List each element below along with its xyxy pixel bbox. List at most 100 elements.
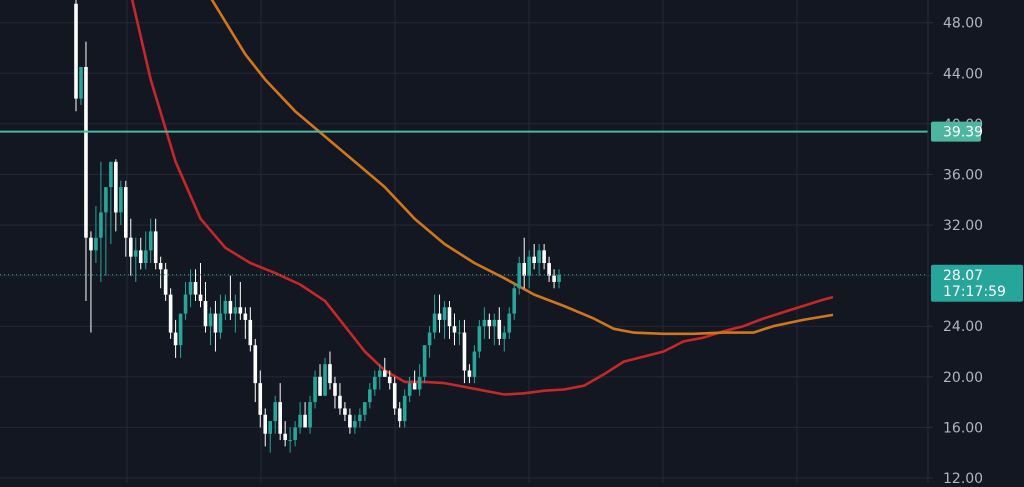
candle[interactable] (477, 319, 482, 358)
price-axis[interactable]: 48.0044.0040.0036.0032.0028.0024.0020.00… (927, 0, 1023, 487)
candle[interactable] (457, 319, 462, 346)
candle[interactable] (382, 357, 387, 377)
candle[interactable] (442, 300, 447, 339)
candle[interactable] (368, 383, 372, 409)
candle[interactable] (278, 383, 282, 441)
candle[interactable] (487, 313, 492, 339)
candle[interactable] (343, 402, 347, 422)
candle[interactable] (402, 389, 407, 428)
candle[interactable] (248, 307, 253, 352)
candle[interactable] (392, 376, 397, 415)
candle[interactable] (84, 41, 88, 301)
candle[interactable] (363, 402, 367, 422)
candle[interactable] (114, 159, 118, 232)
candle[interactable] (109, 161, 113, 245)
candle[interactable] (303, 402, 307, 428)
candle[interactable] (377, 364, 382, 390)
candle[interactable] (178, 313, 183, 358)
candle[interactable] (407, 376, 412, 403)
candle[interactable] (427, 326, 432, 358)
candle[interactable] (353, 414, 357, 434)
candle[interactable] (308, 395, 312, 434)
candle[interactable] (99, 161, 103, 282)
candle[interactable] (512, 281, 517, 320)
candle[interactable] (348, 408, 352, 434)
candle[interactable] (128, 218, 133, 276)
candle[interactable] (183, 281, 188, 320)
candle[interactable] (537, 244, 541, 276)
candle[interactable] (417, 364, 422, 396)
candle[interactable] (188, 269, 193, 308)
candle[interactable] (143, 231, 148, 270)
candle[interactable] (193, 269, 198, 301)
candles[interactable] (74, 0, 561, 453)
candle[interactable] (89, 231, 93, 333)
candle[interactable] (338, 383, 342, 415)
candle[interactable] (323, 357, 327, 396)
candle[interactable] (547, 256, 551, 282)
candle[interactable] (148, 218, 153, 263)
candle[interactable] (133, 237, 138, 282)
candle[interactable] (298, 402, 302, 434)
candle[interactable] (318, 364, 322, 396)
candle[interactable] (213, 300, 218, 352)
candle[interactable] (492, 313, 497, 346)
candle[interactable] (422, 345, 427, 384)
candle[interactable] (223, 294, 228, 320)
candle[interactable] (124, 180, 128, 257)
candle[interactable] (502, 326, 507, 352)
candle[interactable] (163, 263, 168, 301)
candle[interactable] (527, 250, 531, 289)
candle[interactable] (288, 427, 292, 453)
candle[interactable] (358, 408, 362, 428)
candle[interactable] (373, 370, 377, 396)
candle[interactable] (412, 370, 417, 390)
candle[interactable] (253, 338, 258, 403)
candle[interactable] (542, 244, 546, 270)
candle[interactable] (119, 180, 123, 226)
candle[interactable] (328, 351, 332, 390)
candle[interactable] (333, 376, 337, 409)
candle[interactable] (472, 345, 477, 384)
candle[interactable] (313, 370, 317, 409)
candle[interactable] (268, 421, 273, 453)
candle[interactable] (552, 269, 556, 289)
candle[interactable] (233, 294, 238, 333)
candle[interactable] (507, 307, 512, 339)
candle[interactable] (153, 218, 158, 270)
candle[interactable] (203, 281, 208, 333)
candle[interactable] (293, 421, 297, 447)
candle[interactable] (397, 402, 402, 428)
candle[interactable] (432, 294, 437, 339)
candle[interactable] (208, 307, 213, 346)
candle[interactable] (517, 256, 522, 295)
candle[interactable] (532, 244, 536, 270)
candle[interactable] (168, 288, 173, 339)
candle[interactable] (173, 319, 178, 358)
candle[interactable] (79, 66, 83, 105)
price-level-tag[interactable] (931, 121, 981, 142)
candle[interactable] (557, 269, 561, 289)
candle[interactable] (74, 0, 78, 112)
candle[interactable] (467, 364, 472, 384)
candle[interactable] (437, 294, 442, 333)
candle[interactable] (238, 281, 243, 320)
candle[interactable] (198, 263, 203, 308)
candle[interactable] (158, 256, 163, 289)
candle[interactable] (283, 421, 287, 447)
candle[interactable] (273, 395, 277, 434)
candle[interactable] (243, 307, 248, 339)
candle[interactable] (497, 307, 502, 346)
candle[interactable] (387, 370, 392, 390)
candle[interactable] (228, 275, 233, 320)
candle[interactable] (218, 294, 223, 339)
candle[interactable] (482, 307, 487, 339)
candle[interactable] (138, 237, 143, 270)
candle[interactable] (94, 206, 98, 263)
candle[interactable] (447, 300, 452, 339)
price-level[interactable] (0, 130, 928, 276)
candle[interactable] (258, 370, 263, 428)
candle[interactable] (263, 408, 268, 447)
candle[interactable] (522, 237, 526, 289)
